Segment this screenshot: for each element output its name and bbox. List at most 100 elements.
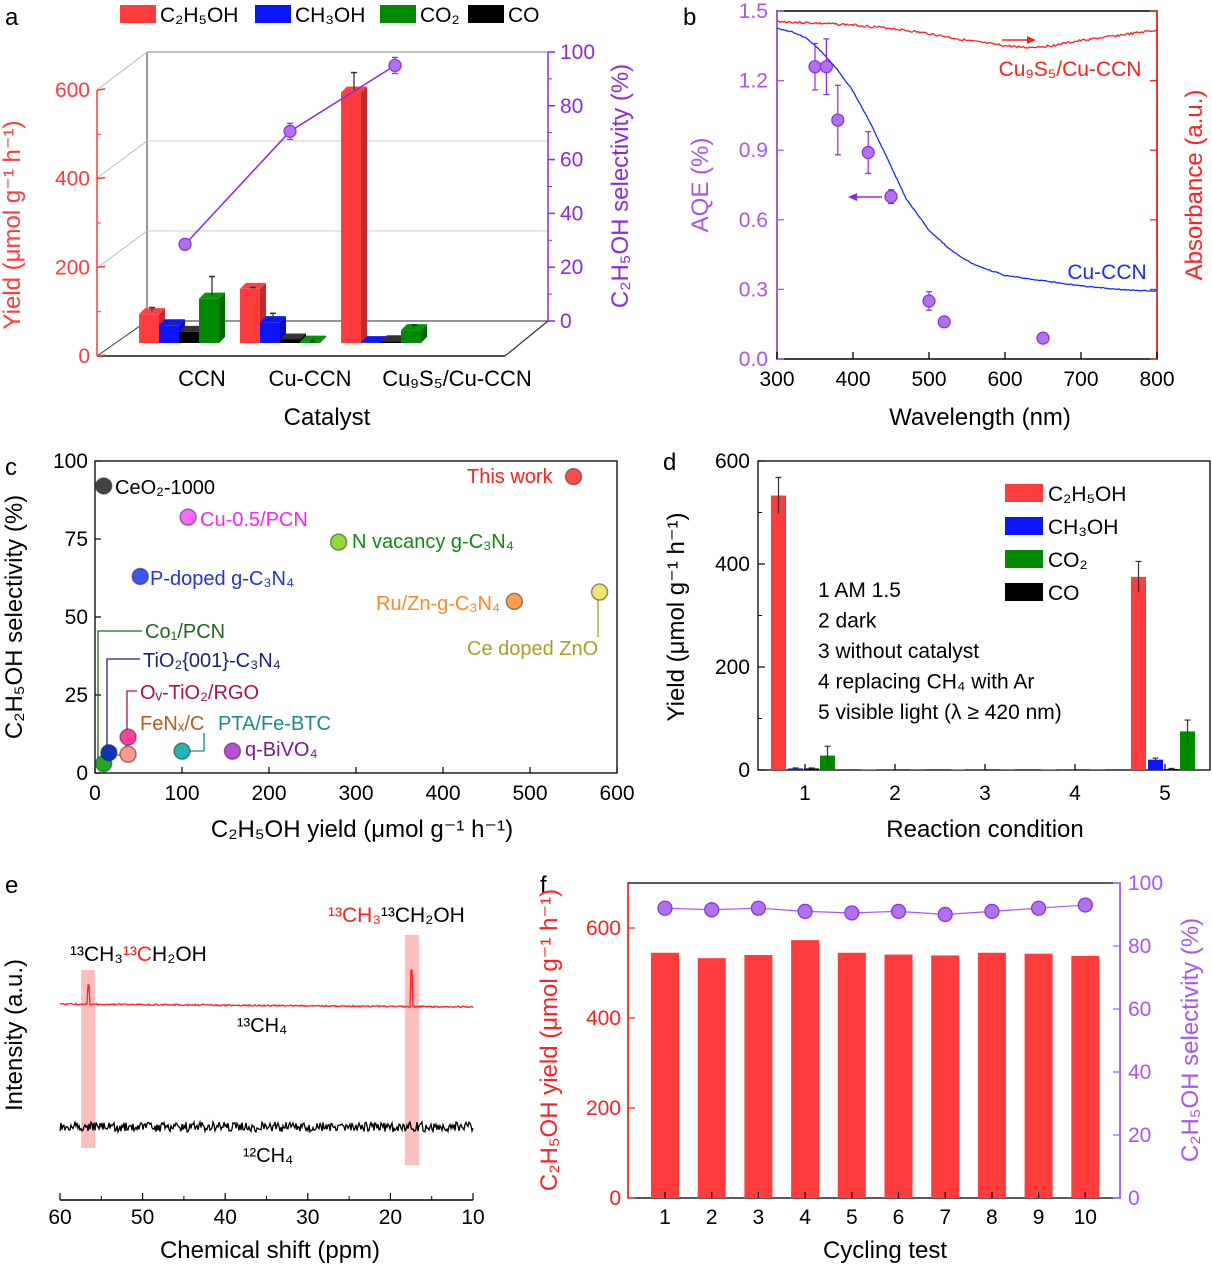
peak-label-part: ¹³CH₃ (328, 904, 381, 927)
bar (179, 331, 199, 343)
data-point (590, 583, 609, 601)
highlight-region (81, 970, 96, 1148)
x-tick-label: 10 (461, 1206, 484, 1229)
spectrum-label: ¹³CH₄ (237, 1015, 287, 1037)
selectivity-point (657, 900, 673, 916)
tick (96, 265, 106, 269)
x-tick-label: 4 (1069, 782, 1081, 805)
y2-tick-label: 60 (560, 149, 583, 172)
absorbance-curve (776, 20, 1158, 49)
y2-axis-title: C₂H₅OH selectivity (%) (607, 64, 634, 308)
bar (280, 339, 300, 343)
y-tick-label: 1.2 (739, 70, 768, 93)
point-label: FeNₓ/C (140, 713, 204, 735)
legend-swatch (1005, 550, 1043, 568)
leader-line (126, 690, 137, 736)
data-point (119, 728, 137, 746)
selectivity-line (664, 904, 1086, 916)
point-label: PTA/Fe-BTC (218, 713, 331, 735)
point-label: q-BiVO₄ (245, 739, 318, 761)
bar (1090, 769, 1105, 770)
y2-tick-label: 40 (1128, 1061, 1151, 1084)
bar (837, 952, 866, 1198)
bar (199, 298, 219, 343)
point-label: Ru/Zn-g-C₃N₄ (376, 593, 500, 615)
bar (341, 92, 361, 344)
y2-tick-label: 0 (1128, 1187, 1140, 1210)
bar (1071, 955, 1100, 1198)
y2-tick-label: 80 (560, 95, 583, 118)
x-tick-label: 40 (214, 1206, 237, 1229)
x-axis-title: Reaction condition (886, 816, 1083, 843)
bar (1074, 769, 1089, 770)
curve-label: Cu₉S₅/Cu-CCN (999, 58, 1142, 81)
y-tick-label: 200 (715, 656, 750, 679)
selectivity-point (797, 903, 813, 919)
x-tick-label: 100 (164, 782, 199, 805)
x-tick-label: 300 (338, 782, 373, 805)
depth-line (96, 51, 148, 91)
selectivity-point (750, 900, 767, 916)
y-tick-label: 100 (53, 450, 88, 473)
data-point (119, 745, 137, 764)
bar (1180, 731, 1195, 770)
leader-line (189, 733, 205, 752)
peak-label-part: H₂OH (152, 943, 207, 966)
bar-side (421, 324, 427, 343)
point-label: TiO₂{001}-C₃N₄ (143, 650, 281, 672)
selectivity-point (388, 58, 402, 73)
bar (401, 330, 421, 343)
bar (910, 769, 925, 770)
bar (984, 769, 999, 770)
y2-axis-title: C₂H₅OH selectivity (%) (1177, 918, 1204, 1162)
legend-label: CH₃OH (1048, 516, 1118, 539)
y-tick-label: 0 (78, 345, 90, 368)
bar (159, 325, 179, 343)
legend-label: CO₂ (420, 4, 460, 27)
data-point (94, 477, 113, 495)
x-tick-label: 50 (131, 1206, 154, 1229)
panel-b: b 300 400 500 600 700 800 0.0 0.3 0.6 0.9 1.2 1.5 Cu₉… (683, 0, 1208, 431)
x-tick-label: 0 (89, 782, 101, 805)
spectrum-label: ¹²CH₄ (243, 1145, 293, 1167)
selectivity-point (1077, 897, 1093, 913)
x-tick-label: 10 (1074, 1206, 1097, 1229)
bar (861, 769, 876, 770)
point-label: N vacancy g-C₃N₄ (352, 531, 514, 553)
point-label: Co₁/PCN (145, 621, 225, 643)
data-point (173, 742, 191, 760)
x-tick-label: CCN (178, 366, 226, 391)
point-label: CeO₂-1000 (115, 477, 215, 499)
bar (1024, 953, 1053, 1198)
data-point (179, 508, 197, 526)
y-axis-title: C₂H₅OH selectivity (%) (1, 495, 28, 739)
aqe-point (922, 294, 936, 308)
legend-swatch (255, 5, 291, 23)
panel-e: e60 50 40 30 20 10¹³CH₄¹²CH₄¹³CH₃¹³CH₂OH¹³CH₃… (1, 872, 485, 1264)
y-tick-label: 400 (55, 168, 90, 191)
legend-swatch (1005, 583, 1043, 601)
x-tick-label: 300 (759, 368, 794, 391)
x-tick-label: 600 (599, 782, 634, 805)
aqe-point (1036, 331, 1050, 345)
x-tick-label: 2 (706, 1206, 718, 1229)
y-tick-label: 0 (76, 762, 88, 785)
point-label: Oᵥ-TiO₂/RGO (140, 682, 259, 704)
panel-d: d 0 200 400 600 1 2 3 4 5 C₂H₅OH CH₃OH CO₂ CO 1 AM 1.5… (663, 449, 1211, 843)
peak-label-part: ¹³CH₂OH (381, 904, 465, 927)
bar (651, 952, 679, 1198)
aqe-point (884, 190, 898, 204)
panel-letter: d (663, 449, 676, 476)
x-tick-label: 400 (835, 368, 870, 391)
x-tick-label: 3 (979, 782, 991, 805)
condition-label: 3 without catalyst (818, 640, 979, 663)
bar-side (361, 86, 367, 344)
x-tick-label: 5 (1159, 782, 1171, 805)
selectivity-point (1030, 900, 1047, 916)
x-tick-label: 500 (911, 368, 946, 391)
x-tick-label: 8 (986, 1206, 998, 1229)
y-tick-label: 0 (609, 1187, 621, 1210)
depth-line (504, 320, 549, 357)
y-axis-title: AQE (%) (687, 138, 714, 233)
data-point (329, 533, 348, 551)
